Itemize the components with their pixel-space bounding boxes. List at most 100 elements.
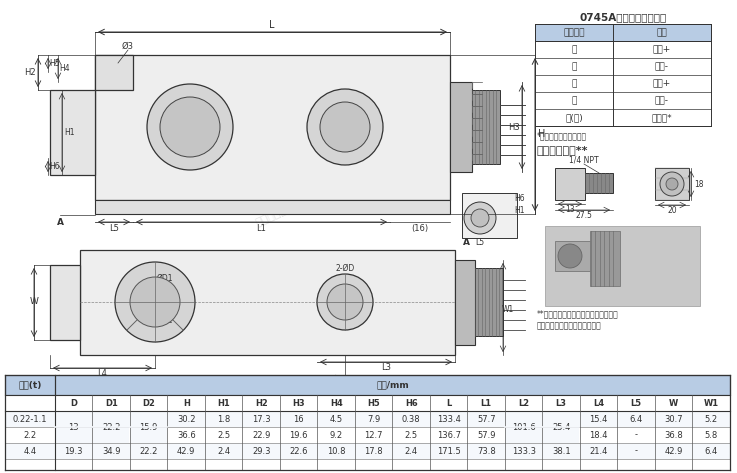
Text: 红: 红 bbox=[571, 96, 576, 105]
Text: *屏蔽线已与弹性体连接: *屏蔽线已与弹性体连接 bbox=[537, 131, 587, 140]
Bar bbox=[462, 193, 517, 238]
Bar bbox=[95, 55, 133, 90]
Text: 30.2: 30.2 bbox=[177, 414, 195, 423]
Text: H2: H2 bbox=[255, 398, 268, 408]
Text: L3: L3 bbox=[381, 363, 391, 373]
Text: 25.4: 25.4 bbox=[552, 414, 570, 423]
Text: 34.9: 34.9 bbox=[102, 447, 121, 455]
Bar bbox=[535, 24, 711, 41]
Text: 57.7: 57.7 bbox=[477, 414, 495, 423]
Text: 4.5: 4.5 bbox=[329, 414, 343, 423]
Text: H5: H5 bbox=[367, 398, 380, 408]
Text: H5: H5 bbox=[49, 59, 60, 68]
Text: 0.38: 0.38 bbox=[402, 414, 421, 423]
Text: 13: 13 bbox=[69, 414, 79, 423]
Circle shape bbox=[160, 97, 220, 157]
Text: 30.7: 30.7 bbox=[665, 414, 683, 423]
Text: 1.8: 1.8 bbox=[217, 414, 231, 423]
Text: 22.2: 22.2 bbox=[139, 447, 158, 455]
Bar bbox=[543, 412, 579, 444]
Text: 0745A传感器电缆线色标: 0745A传感器电缆线色标 bbox=[579, 12, 667, 22]
Text: 信号+: 信号+ bbox=[653, 79, 671, 88]
Text: H4: H4 bbox=[60, 63, 70, 72]
Text: **为方便与穿线管直接连接，每个传感: **为方便与穿线管直接连接，每个传感 bbox=[537, 309, 619, 318]
Text: 101.6: 101.6 bbox=[512, 422, 536, 431]
Circle shape bbox=[317, 274, 373, 330]
Bar bbox=[130, 412, 167, 444]
Text: 15.4: 15.4 bbox=[590, 414, 608, 423]
Text: 2.5: 2.5 bbox=[405, 430, 418, 439]
Text: H6: H6 bbox=[514, 193, 525, 202]
Text: 信号-: 信号- bbox=[655, 96, 669, 105]
Text: 5.2: 5.2 bbox=[705, 414, 718, 423]
Text: 57.9: 57.9 bbox=[477, 430, 495, 439]
Text: H6: H6 bbox=[49, 161, 60, 170]
Text: 101.6: 101.6 bbox=[512, 414, 536, 423]
Circle shape bbox=[558, 244, 582, 268]
Circle shape bbox=[464, 202, 496, 234]
Text: 13: 13 bbox=[565, 204, 575, 213]
Text: H: H bbox=[538, 129, 545, 139]
Text: 屏蔽线*: 屏蔽线* bbox=[652, 113, 672, 122]
Text: H1: H1 bbox=[514, 205, 525, 214]
Circle shape bbox=[130, 277, 180, 327]
Text: 21.4: 21.4 bbox=[590, 447, 608, 455]
Text: 6.4: 6.4 bbox=[629, 414, 643, 423]
Text: H3: H3 bbox=[293, 398, 305, 408]
Text: L5: L5 bbox=[109, 224, 119, 233]
Text: (16): (16) bbox=[411, 224, 428, 233]
Bar bbox=[555, 241, 605, 271]
Text: H1: H1 bbox=[65, 128, 75, 137]
Text: 22.9: 22.9 bbox=[252, 430, 270, 439]
Text: 2.4: 2.4 bbox=[217, 447, 230, 455]
Text: 38.1: 38.1 bbox=[552, 447, 570, 455]
Text: 133.3: 133.3 bbox=[511, 447, 536, 455]
Text: A: A bbox=[57, 218, 63, 227]
Text: 22.2: 22.2 bbox=[102, 422, 120, 431]
Bar bbox=[93, 412, 130, 444]
Text: 15.9: 15.9 bbox=[139, 422, 158, 431]
Text: L5: L5 bbox=[631, 398, 642, 408]
Text: 5.8: 5.8 bbox=[705, 430, 718, 439]
Circle shape bbox=[471, 209, 489, 227]
Text: -: - bbox=[635, 430, 638, 439]
Bar bbox=[5, 443, 730, 459]
Bar bbox=[50, 90, 95, 175]
Text: ØD2: ØD2 bbox=[157, 315, 173, 324]
Circle shape bbox=[327, 284, 363, 320]
Text: 133.4: 133.4 bbox=[437, 414, 461, 423]
Text: 1/4 NPT: 1/4 NPT bbox=[569, 156, 598, 165]
Circle shape bbox=[307, 89, 383, 165]
Text: 13: 13 bbox=[69, 422, 79, 431]
Bar bbox=[475, 268, 503, 336]
Bar bbox=[95, 55, 450, 200]
Text: L1: L1 bbox=[256, 224, 266, 233]
Text: 18.4: 18.4 bbox=[590, 430, 608, 439]
Bar bbox=[590, 231, 620, 286]
Text: H2: H2 bbox=[24, 68, 36, 77]
Text: 19.6: 19.6 bbox=[290, 430, 308, 439]
Text: 19.3: 19.3 bbox=[65, 447, 83, 455]
Text: L1: L1 bbox=[481, 398, 492, 408]
Text: 激励+: 激励+ bbox=[653, 45, 671, 54]
Circle shape bbox=[660, 172, 684, 196]
Text: 4.4: 4.4 bbox=[24, 447, 37, 455]
Bar bbox=[50, 265, 80, 340]
Bar bbox=[585, 173, 613, 193]
Text: W1: W1 bbox=[502, 306, 514, 315]
Bar bbox=[472, 90, 500, 164]
Bar bbox=[506, 412, 542, 444]
Bar bbox=[80, 250, 455, 355]
Bar bbox=[555, 168, 585, 200]
Text: 2.4: 2.4 bbox=[405, 447, 418, 455]
Text: L2: L2 bbox=[192, 379, 202, 388]
Text: D1: D1 bbox=[105, 398, 118, 408]
Text: 42.9: 42.9 bbox=[665, 447, 683, 455]
Text: L5: L5 bbox=[475, 237, 484, 246]
Text: 27.5: 27.5 bbox=[576, 210, 593, 219]
Text: 10.8: 10.8 bbox=[327, 447, 346, 455]
Bar bbox=[5, 395, 730, 411]
Text: L3: L3 bbox=[556, 398, 567, 408]
Text: 15.9: 15.9 bbox=[139, 414, 158, 423]
Bar bbox=[5, 411, 730, 427]
